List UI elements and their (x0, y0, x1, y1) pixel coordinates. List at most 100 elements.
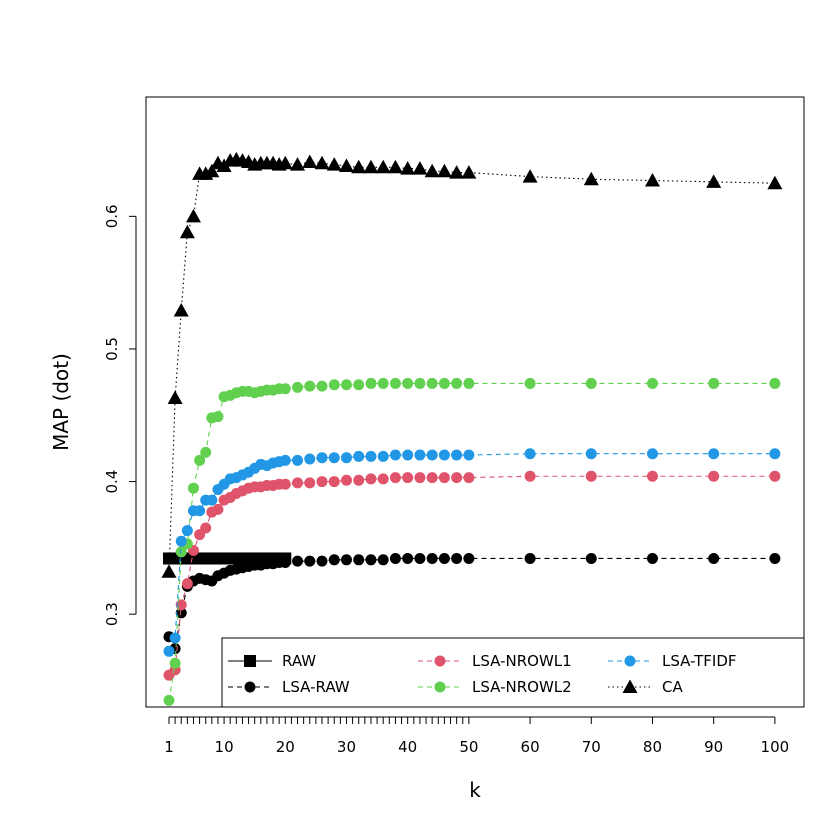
series-line-lsa-nrowl2 (168, 382, 775, 701)
x-tick-label: 50 (459, 738, 478, 756)
data-point-lsa-nrowl1 (279, 478, 291, 490)
data-point-lsa-raw (328, 554, 340, 566)
data-point-lsa-raw (646, 552, 658, 564)
data-point-lsa-tfidf (316, 452, 328, 464)
data-point-lsa-nrowl1 (181, 578, 193, 590)
data-point-lsa-nrowl2 (175, 546, 187, 558)
data-point-ca (326, 157, 342, 171)
data-point-lsa-tfidf (353, 450, 365, 462)
data-point-ca (314, 155, 330, 170)
legend-label: LSA-RAW (282, 678, 350, 696)
data-point-lsa-nrowl2 (163, 694, 175, 706)
data-point-lsa-nrowl1 (426, 472, 438, 484)
legend-item-lsa-nrowl1: LSA-NROWL1 (418, 652, 572, 670)
x-axis-title: k (469, 778, 481, 802)
data-point-lsa-nrowl2 (377, 377, 389, 389)
data-point-lsa-nrowl2 (292, 381, 304, 393)
legend-item-raw: RAW (228, 652, 316, 670)
x-tick-label: 30 (337, 738, 356, 756)
data-point-ca (179, 224, 195, 239)
data-point-ca (461, 165, 477, 179)
data-point-lsa-nrowl1 (212, 503, 224, 515)
data-point-ca (644, 173, 660, 187)
x-tick-label: 60 (521, 738, 540, 756)
data-point-lsa-tfidf (163, 645, 175, 657)
data-point-lsa-nrowl2 (426, 377, 438, 389)
x-tick-label: 90 (704, 738, 723, 756)
data-point-ca (161, 564, 177, 578)
data-point-lsa-tfidf (769, 448, 781, 460)
legend-marker (244, 681, 256, 693)
data-point-ca (173, 303, 189, 317)
data-point-lsa-nrowl2 (194, 454, 206, 466)
x-tick-label: 10 (215, 738, 234, 756)
data-point-ca (767, 175, 783, 190)
data-point-lsa-nrowl2 (389, 377, 401, 389)
data-point-lsa-nrowl2 (402, 377, 414, 389)
data-point-lsa-tfidf (206, 494, 218, 506)
data-point-ca (387, 159, 403, 174)
data-point-lsa-tfidf (646, 448, 658, 460)
data-point-lsa-raw (414, 552, 426, 564)
data-point-lsa-tfidf (194, 505, 206, 517)
y-tick-label: 0.4 (103, 470, 121, 494)
data-point-lsa-tfidf (402, 449, 414, 461)
data-point-ca (706, 174, 722, 188)
data-point-lsa-nrowl1 (365, 473, 377, 485)
data-point-raw (254, 552, 267, 565)
data-point-lsa-raw (389, 552, 401, 564)
data-point-ca (204, 163, 220, 178)
plot-frame (145, 96, 805, 708)
legend-marker (624, 655, 636, 667)
data-point-lsa-tfidf (438, 449, 450, 461)
data-point-lsa-tfidf (304, 453, 316, 465)
data-point-ca (522, 169, 538, 183)
x-tick-label: 80 (643, 738, 662, 756)
series-lsa-nrowl1 (163, 470, 781, 681)
data-point-lsa-tfidf (585, 448, 597, 460)
series-line-lsa-raw (168, 557, 775, 651)
data-point-lsa-raw (353, 554, 365, 566)
data-point-lsa-nrowl2 (414, 377, 426, 389)
data-point-lsa-raw (377, 554, 389, 566)
data-point-lsa-raw (365, 554, 377, 566)
data-point-lsa-tfidf (524, 448, 536, 460)
legend-item-lsa-nrowl2: LSA-NROWL2 (418, 678, 572, 696)
data-point-lsa-nrowl1 (708, 470, 720, 482)
x-tick-label: 100 (761, 738, 790, 756)
legend-label: LSA-NROWL1 (472, 652, 572, 670)
y-axis-title: MAP (dot) (49, 353, 73, 451)
data-point-lsa-nrowl1 (769, 470, 781, 482)
legend-item-ca: CA (608, 678, 683, 696)
data-point-lsa-tfidf (389, 449, 401, 461)
series-line-lsa-nrowl1 (168, 475, 775, 676)
legend-marker (622, 679, 638, 693)
data-point-lsa-nrowl2 (708, 377, 720, 389)
data-point-lsa-nrowl2 (451, 377, 463, 389)
data-point-lsa-tfidf (708, 448, 720, 460)
legend-marker (244, 655, 256, 667)
data-point-lsa-nrowl1 (414, 472, 426, 484)
x-tick-label: 40 (398, 738, 417, 756)
y-tick-label: 0.6 (103, 204, 121, 228)
data-point-lsa-nrowl1 (316, 476, 328, 488)
data-point-lsa-nrowl1 (328, 476, 340, 488)
x-tick-label: 70 (582, 738, 601, 756)
data-point-ca (436, 163, 452, 178)
data-point-lsa-nrowl1 (402, 472, 414, 484)
data-point-lsa-tfidf (292, 454, 304, 466)
data-point-lsa-raw (438, 552, 450, 564)
legend: RAW LSA-RAW LSA-NROWL1 LSA-NROWL2 LSA-TFIDF C… (221, 637, 805, 708)
data-point-lsa-raw (524, 552, 536, 564)
data-point-lsa-raw (769, 552, 781, 564)
data-point-lsa-raw (708, 552, 720, 564)
data-point-ca (424, 163, 440, 178)
data-point-lsa-nrowl2 (279, 383, 291, 395)
legend-item-lsa-raw: LSA-RAW (228, 678, 350, 696)
data-point-lsa-nrowl1 (585, 470, 597, 482)
data-point-lsa-nrowl2 (769, 377, 781, 389)
y-tick-label: 0.3 (103, 602, 121, 626)
data-point-lsa-nrowl1 (340, 474, 352, 486)
data-point-lsa-nrowl2 (524, 377, 536, 389)
x-tick-label: 1 (164, 738, 174, 756)
